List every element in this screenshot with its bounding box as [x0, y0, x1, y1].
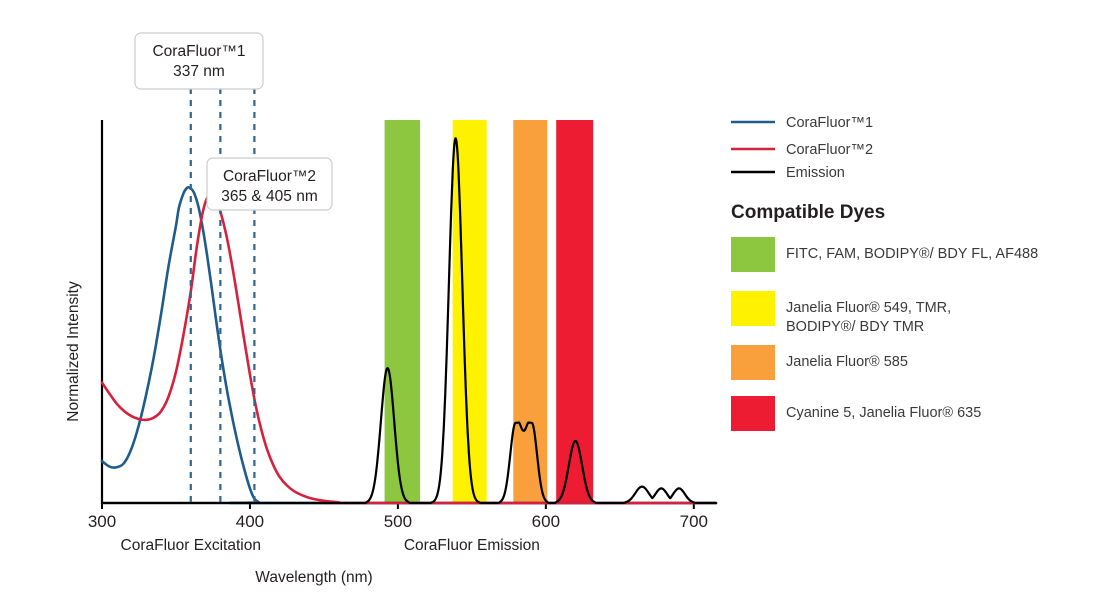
dye-label-2-line2: BODIPY®/ BDY TMR	[786, 319, 924, 335]
callout-corafluor-1-line1: CoraFluor™1	[152, 43, 245, 60]
green-band	[384, 120, 421, 503]
x-tick-label: 600	[532, 512, 560, 531]
legend-label-3: Emission	[786, 165, 845, 181]
x-axis-title: Wavelength (nm)	[255, 569, 372, 586]
legend: CoraFluor™1 CoraFluor™2 Emission Compatible…	[731, 115, 1038, 431]
x-tick-label: 700	[680, 512, 708, 531]
callout-corafluor-1-box	[134, 32, 264, 90]
dye-swatch-3	[731, 345, 775, 380]
dye-swatch-2	[731, 291, 775, 326]
callouts: CoraFluor™1 337 nm CoraFluor™2 365 & 405 nm	[134, 32, 333, 211]
y-axis-title: Normalized Intensity	[65, 281, 82, 422]
excitation-markers	[189, 88, 256, 503]
legend-label-1: CoraFluor™1	[786, 115, 873, 131]
x-tick-label: 400	[236, 512, 264, 531]
curve-excitation-1	[100, 185, 718, 505]
legend-heading: Compatible Dyes	[731, 202, 885, 223]
curve-excitation-2	[100, 193, 718, 505]
spectra-curves	[100, 137, 718, 505]
x-tick-label: 500	[384, 512, 412, 531]
curve-emission	[100, 137, 718, 505]
callout-corafluor-2-line1: CoraFluor™2	[223, 168, 316, 185]
callout-corafluor-2-box	[206, 157, 333, 211]
dye-bands	[384, 120, 594, 503]
dye-label-2-line1: Janelia Fluor® 549, TMR,	[786, 300, 951, 316]
callout-corafluor-1-line2: 337 nm	[173, 63, 225, 80]
orange-band	[513, 120, 548, 503]
dye-swatch-4	[731, 396, 775, 431]
dye-label-3-line1: Janelia Fluor® 585	[786, 354, 908, 370]
axes: 300 400 500 600 700 Normalized Intensity Wavel…	[65, 120, 716, 586]
dye-label-4-line1: Cyanine 5, Janelia Fluor® 635	[786, 405, 981, 421]
region-caption-1: CoraFluor Excitation	[121, 537, 261, 554]
legend-label-2: CoraFluor™2	[786, 142, 873, 158]
x-tick-label: 300	[88, 512, 116, 531]
red-band	[556, 120, 594, 503]
region-caption-2: CoraFluor Emission	[404, 537, 540, 554]
dye-swatch-1	[731, 237, 775, 272]
callout-corafluor-2-line2: 365 & 405 nm	[221, 188, 318, 205]
dye-label-1-line1: FITC, FAM, BODIPY®/ BDY FL, AF488	[786, 246, 1038, 262]
